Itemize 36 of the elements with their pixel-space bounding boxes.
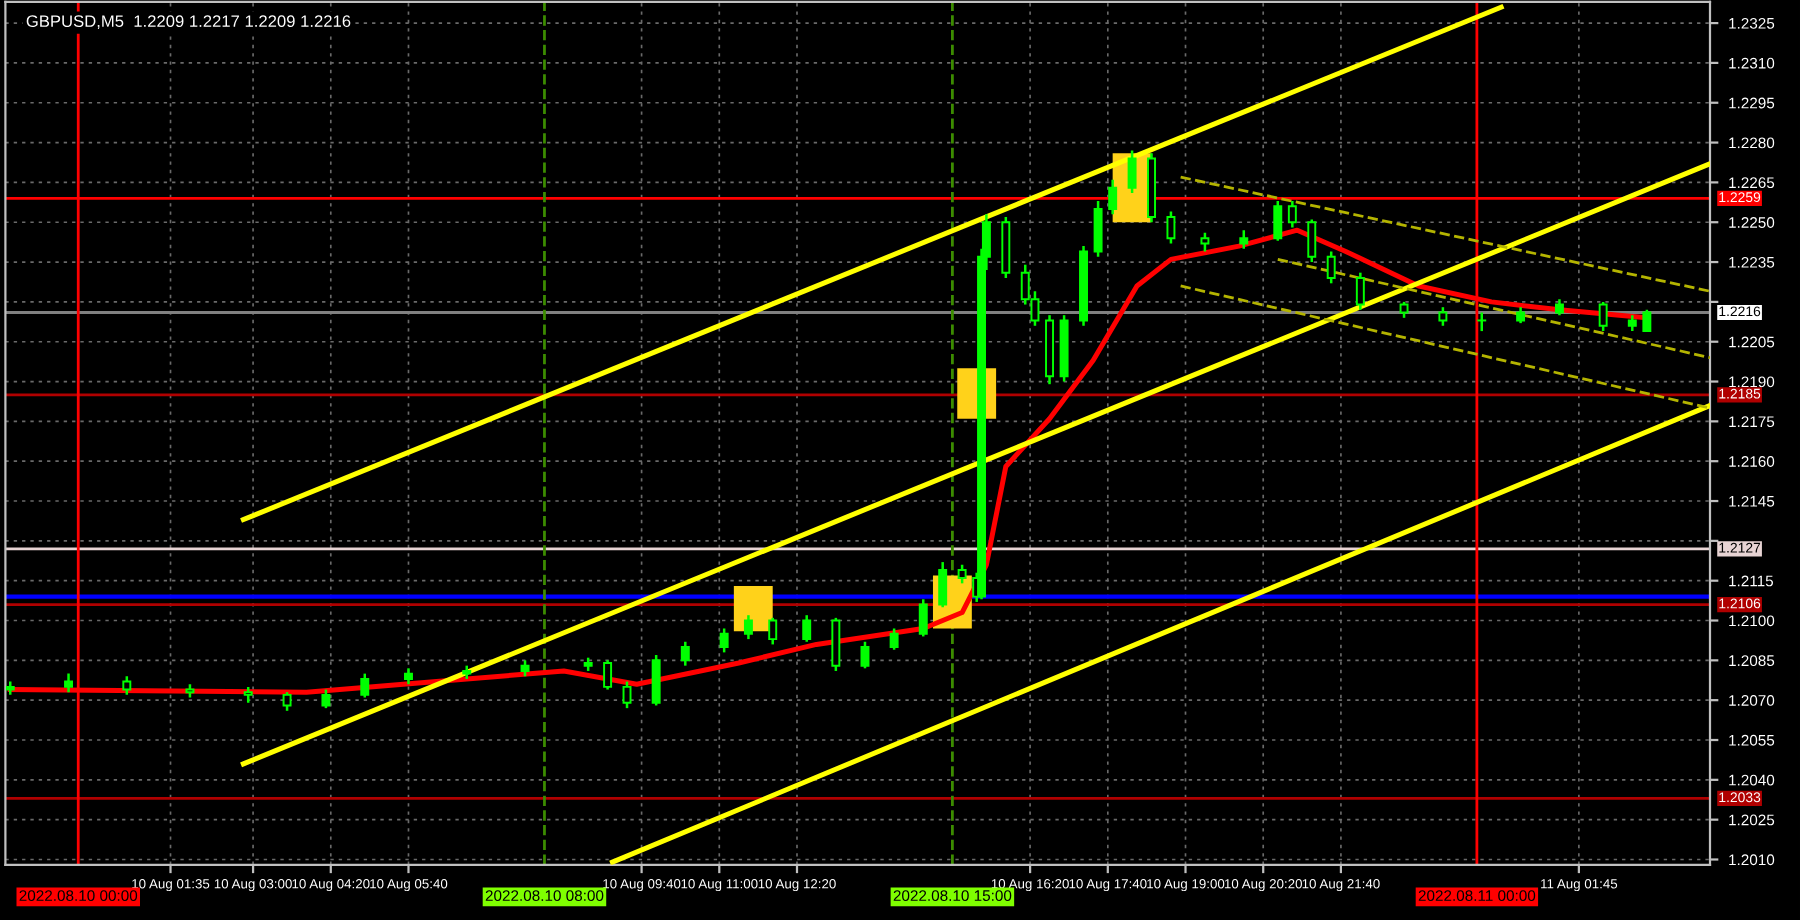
candlestick [802, 613, 812, 644]
candlestick [1477, 311, 1487, 333]
candlestick [1093, 199, 1103, 258]
candlestick [918, 598, 928, 638]
candlestick [360, 672, 370, 699]
candlestick [64, 672, 73, 694]
candlestick [1166, 210, 1176, 245]
candlestick [743, 613, 753, 641]
candlestick [889, 627, 899, 651]
candlestick [768, 616, 778, 646]
candlestick [651, 653, 661, 707]
candlestick [1127, 149, 1137, 195]
candlestick [1438, 305, 1448, 328]
candlestick [1200, 231, 1210, 253]
candlestick [622, 680, 632, 710]
candlestick [831, 616, 841, 673]
candlestick [1326, 250, 1336, 285]
candlestick [1642, 308, 1652, 333]
candlestick [321, 688, 331, 710]
candlestick [1598, 300, 1608, 333]
candlestick [603, 659, 613, 691]
bar [733, 586, 773, 632]
candlestick [1108, 178, 1118, 216]
candlestick [1273, 199, 1283, 243]
candlestick [680, 640, 690, 667]
candlestick [1239, 228, 1249, 251]
candlestick [860, 640, 870, 670]
candlestick [719, 627, 729, 654]
candlestick [938, 560, 948, 609]
candlestick [957, 563, 967, 585]
candlestick [1307, 218, 1317, 264]
candlestick [1287, 199, 1297, 229]
candlestick [122, 675, 132, 697]
text: GBPUSD,M5 1.2209 1.2217 1.2209 1.2216 [26, 15, 351, 29]
candlestick [282, 690, 292, 713]
candlestick [1355, 271, 1365, 312]
